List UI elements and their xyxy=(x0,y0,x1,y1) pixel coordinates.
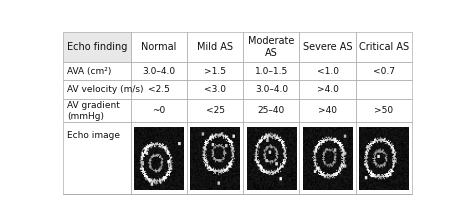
Bar xyxy=(243,99,300,122)
Bar xyxy=(131,99,187,122)
Bar xyxy=(243,122,300,194)
Text: Echo image: Echo image xyxy=(67,131,120,140)
Text: AV gradient
(mmHg): AV gradient (mmHg) xyxy=(67,101,120,121)
Bar xyxy=(131,32,187,62)
Bar xyxy=(356,81,412,99)
Bar xyxy=(300,122,356,194)
Text: >50: >50 xyxy=(374,106,393,115)
Bar xyxy=(187,81,243,99)
Text: Normal: Normal xyxy=(141,42,177,52)
Bar xyxy=(131,122,187,194)
Text: >4.0: >4.0 xyxy=(317,85,338,94)
Text: AV velocity (m/s): AV velocity (m/s) xyxy=(67,85,144,94)
Text: <3.0: <3.0 xyxy=(204,85,226,94)
Text: Echo finding: Echo finding xyxy=(67,42,128,52)
Bar xyxy=(243,81,300,99)
Bar xyxy=(356,99,412,122)
Bar xyxy=(243,62,300,81)
Bar xyxy=(131,81,187,99)
Bar xyxy=(63,32,131,62)
Bar xyxy=(300,62,356,81)
Bar xyxy=(131,62,187,81)
Text: Critical AS: Critical AS xyxy=(359,42,409,52)
Bar xyxy=(243,32,300,62)
Text: 25–40: 25–40 xyxy=(258,106,285,115)
Bar xyxy=(356,62,412,81)
Text: 1.0–1.5: 1.0–1.5 xyxy=(255,67,288,75)
Text: 3.0–4.0: 3.0–4.0 xyxy=(255,85,288,94)
Text: ~0: ~0 xyxy=(152,106,165,115)
Text: >1.5: >1.5 xyxy=(204,67,226,75)
Text: Moderate
AS: Moderate AS xyxy=(248,36,294,57)
Text: 3.0–4.0: 3.0–4.0 xyxy=(142,67,175,75)
Text: Mild AS: Mild AS xyxy=(197,42,233,52)
Bar xyxy=(187,99,243,122)
Bar xyxy=(356,32,412,62)
Bar xyxy=(300,32,356,62)
Bar xyxy=(187,122,243,194)
Bar xyxy=(63,62,131,81)
Bar xyxy=(63,122,131,194)
Text: <25: <25 xyxy=(206,106,225,115)
Text: <2.5: <2.5 xyxy=(148,85,170,94)
Bar xyxy=(63,99,131,122)
Text: Severe AS: Severe AS xyxy=(303,42,352,52)
Bar xyxy=(187,62,243,81)
Text: >40: >40 xyxy=(318,106,337,115)
Bar xyxy=(356,122,412,194)
Text: <0.7: <0.7 xyxy=(373,67,395,75)
Bar xyxy=(300,99,356,122)
Bar xyxy=(300,81,356,99)
Text: <1.0: <1.0 xyxy=(317,67,338,75)
Text: AVA (cm²): AVA (cm²) xyxy=(67,67,111,75)
Bar xyxy=(63,81,131,99)
Bar xyxy=(187,32,243,62)
